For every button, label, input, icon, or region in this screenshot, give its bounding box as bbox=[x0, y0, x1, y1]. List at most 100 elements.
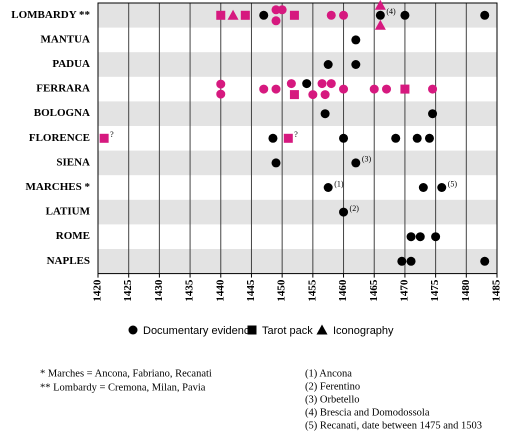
dot bbox=[375, 10, 385, 20]
point-label: ? bbox=[110, 130, 114, 139]
dot bbox=[320, 90, 330, 100]
dot bbox=[339, 10, 349, 20]
dot bbox=[339, 133, 349, 143]
row-label: BOLOGNA bbox=[34, 107, 90, 119]
x-tick-label: 1445 bbox=[245, 279, 257, 302]
dot bbox=[428, 84, 438, 94]
row-band bbox=[98, 101, 497, 126]
row-label: LOMBARDY ** bbox=[11, 9, 90, 21]
dot bbox=[323, 183, 333, 192]
dot bbox=[351, 35, 361, 45]
dot bbox=[406, 256, 416, 266]
row-label: FLORENCE bbox=[29, 132, 90, 144]
dot bbox=[317, 79, 327, 89]
x-tick-label: 1440 bbox=[214, 279, 226, 302]
dot bbox=[277, 5, 287, 15]
dot bbox=[351, 60, 361, 69]
dot bbox=[424, 133, 434, 143]
point-label: (2) bbox=[350, 204, 360, 213]
row-band bbox=[98, 249, 497, 274]
note: (1) Ancona bbox=[305, 368, 352, 379]
point-label: (5) bbox=[448, 179, 458, 188]
dot bbox=[271, 158, 281, 168]
square bbox=[400, 84, 410, 94]
x-tick-label: 1465 bbox=[368, 279, 380, 302]
dot bbox=[216, 79, 226, 89]
dot bbox=[271, 16, 281, 26]
note: (4) Brescia and Domodossola bbox=[305, 407, 430, 418]
triangle bbox=[316, 324, 328, 335]
note: (3) Orbetello bbox=[305, 394, 360, 405]
x-tick-label: 1480 bbox=[460, 279, 472, 302]
dot bbox=[128, 325, 138, 335]
square bbox=[283, 133, 293, 143]
dot bbox=[326, 79, 336, 89]
x-tick-label: 1430 bbox=[153, 279, 165, 302]
point-label: (1) bbox=[334, 179, 344, 188]
row-label: PADUA bbox=[52, 58, 90, 70]
legend-label: Iconography bbox=[333, 325, 394, 337]
point-label: (4) bbox=[386, 7, 396, 16]
square bbox=[240, 10, 250, 20]
dot bbox=[308, 90, 318, 100]
note: (5) Recanati, date between 1475 and 1503 bbox=[305, 420, 482, 431]
x-tick-label: 1470 bbox=[398, 279, 410, 302]
dot bbox=[406, 232, 416, 242]
x-tick-label: 1455 bbox=[306, 279, 318, 302]
dot bbox=[259, 10, 269, 20]
row-label: FERRARA bbox=[36, 83, 90, 95]
dot bbox=[339, 84, 349, 94]
square bbox=[289, 10, 299, 20]
dot bbox=[323, 60, 333, 69]
note: * Marches = Ancona, Fabriano, Recanati bbox=[40, 368, 212, 379]
triangle bbox=[227, 9, 239, 20]
dot bbox=[339, 207, 349, 217]
dot bbox=[271, 84, 281, 94]
dot bbox=[216, 89, 226, 99]
x-tick-label: 1475 bbox=[429, 279, 441, 302]
legend-label: Documentary evidence bbox=[143, 325, 256, 337]
row-label: MARCHES * bbox=[26, 181, 91, 193]
x-tick-label: 1420 bbox=[92, 279, 104, 302]
legend-label: Tarot pack bbox=[262, 325, 313, 337]
row-band bbox=[98, 52, 497, 77]
dot bbox=[391, 133, 401, 143]
x-tick-label: 1450 bbox=[276, 279, 288, 302]
dot bbox=[480, 10, 490, 20]
dot bbox=[326, 10, 336, 20]
dot bbox=[369, 84, 379, 94]
square bbox=[216, 10, 226, 20]
row-label: MANTUA bbox=[41, 33, 91, 45]
dot bbox=[428, 109, 438, 119]
dot bbox=[268, 133, 278, 143]
point-label: (3) bbox=[362, 155, 372, 164]
triangle bbox=[374, 19, 386, 30]
row-label: SIENA bbox=[56, 156, 90, 168]
square bbox=[99, 133, 109, 143]
dot bbox=[397, 256, 407, 266]
dot bbox=[431, 232, 441, 242]
dot bbox=[302, 79, 312, 89]
dot bbox=[351, 158, 361, 168]
row-band bbox=[98, 199, 497, 225]
dot bbox=[400, 10, 410, 20]
dot bbox=[480, 256, 490, 266]
x-tick-label: 1485 bbox=[491, 279, 503, 302]
row-band bbox=[98, 150, 497, 176]
row-label: LATIUM bbox=[46, 206, 91, 218]
triangle bbox=[374, 0, 386, 10]
square bbox=[247, 325, 257, 335]
dot bbox=[286, 79, 296, 89]
x-tick-label: 1425 bbox=[122, 279, 134, 302]
point-label: ? bbox=[294, 130, 298, 139]
x-tick-label: 1435 bbox=[184, 279, 196, 302]
note: ** Lombardy = Cremona, Milan, Pavia bbox=[40, 382, 206, 393]
x-tick-label: 1460 bbox=[337, 279, 349, 302]
plot-frame bbox=[97, 2, 498, 275]
square bbox=[289, 90, 299, 100]
dot bbox=[259, 84, 269, 94]
dot bbox=[320, 109, 330, 119]
dot bbox=[412, 133, 422, 143]
